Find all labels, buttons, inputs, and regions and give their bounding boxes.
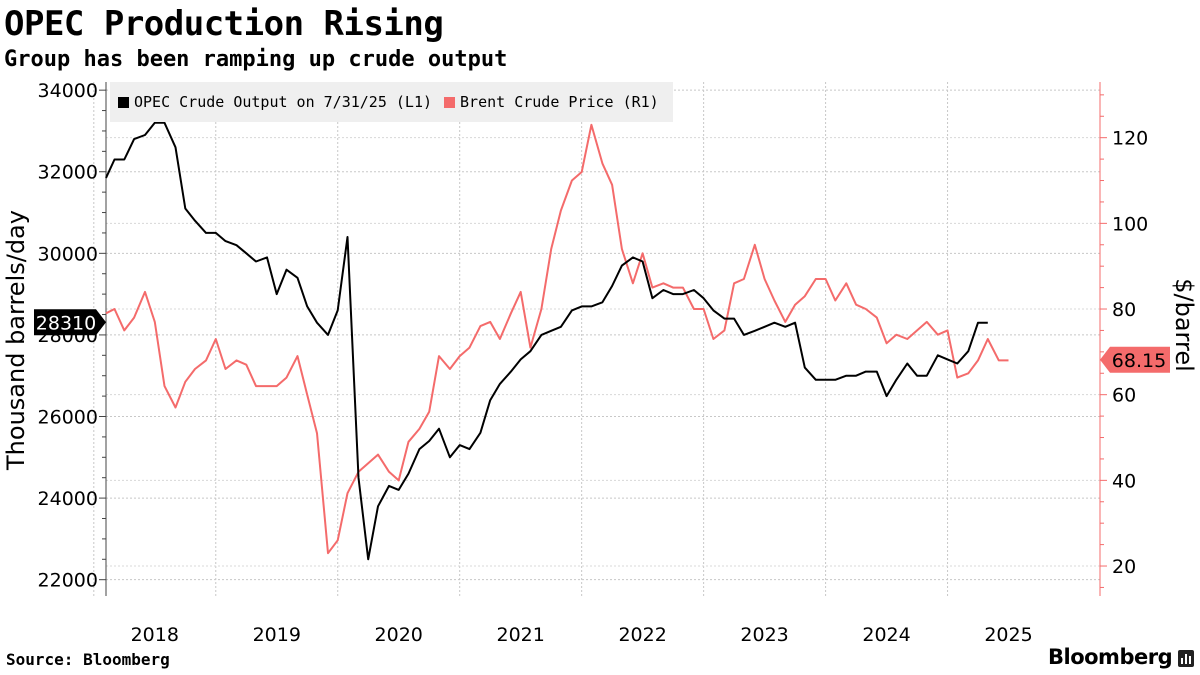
x-tick-label-2025: 2025 — [984, 624, 1032, 646]
right-tick-label: 80 — [1112, 299, 1136, 321]
right-tick-label: 120 — [1112, 128, 1148, 150]
axes — [99, 82, 1107, 596]
right-tick-label: 60 — [1112, 385, 1136, 407]
series-line-brent-price — [105, 123, 1009, 555]
legend: OPEC Crude Output on 7/31/25 (L1) Brent … — [110, 82, 673, 122]
left-last-value-label: 28310 — [36, 312, 96, 334]
x-tick-label-2021: 2021 — [496, 624, 544, 646]
right-tick-label: 20 — [1112, 556, 1136, 578]
left-tick-label: 22000 — [38, 570, 98, 592]
tick-labels: 2200024000260002800030000320003400020406… — [38, 80, 1149, 646]
x-tick-label-2023: 2023 — [740, 624, 788, 646]
left-tick-label: 30000 — [38, 243, 98, 265]
gridlines — [93, 82, 1100, 596]
series-layer — [105, 121, 1009, 561]
x-tick-label-2020: 2020 — [375, 624, 423, 646]
left-tick-label: 32000 — [38, 162, 98, 184]
x-tick-label-2018: 2018 — [131, 624, 179, 646]
x-tick-label-2024: 2024 — [862, 624, 910, 646]
right-tick-label: 100 — [1112, 213, 1148, 235]
value-callouts: 28310 68.15 — [34, 309, 1170, 373]
bloomberg-logo: Bloomberg — [1048, 645, 1173, 669]
legend-label-brent: Brent Crude Price (R1) — [460, 93, 659, 111]
legend-swatch-opec — [118, 96, 129, 108]
series-line-opec-output — [105, 121, 988, 561]
left-tick-label: 34000 — [38, 80, 98, 102]
x-tick-label-2019: 2019 — [253, 624, 301, 646]
chart-subtitle: Group has been ramping up crude output — [4, 47, 508, 72]
source-note: Source: Bloomberg — [6, 650, 170, 669]
right-last-value-label: 68.15 — [1112, 350, 1166, 372]
x-tick-label-2022: 2022 — [618, 624, 666, 646]
left-last-value-tag — [34, 309, 106, 336]
left-axis-label: Thousand barrels/day — [2, 210, 30, 470]
bloomberg-bars-icon — [1178, 650, 1194, 667]
legend-item-brent[interactable]: Brent Crude Price (R1) — [444, 93, 659, 111]
left-tick-label: 24000 — [38, 488, 98, 510]
right-axis-label: $/barrel — [1170, 278, 1198, 372]
legend-item-opec[interactable]: OPEC Crude Output on 7/31/25 (L1) — [118, 93, 432, 111]
right-last-value-tag — [1100, 346, 1170, 373]
legend-label-opec: OPEC Crude Output on 7/31/25 (L1) — [134, 93, 433, 111]
chart-title: OPEC Production Rising — [4, 4, 444, 44]
right-tick-label: 40 — [1112, 470, 1136, 492]
legend-swatch-brent — [444, 96, 456, 108]
left-tick-label: 26000 — [38, 407, 98, 429]
